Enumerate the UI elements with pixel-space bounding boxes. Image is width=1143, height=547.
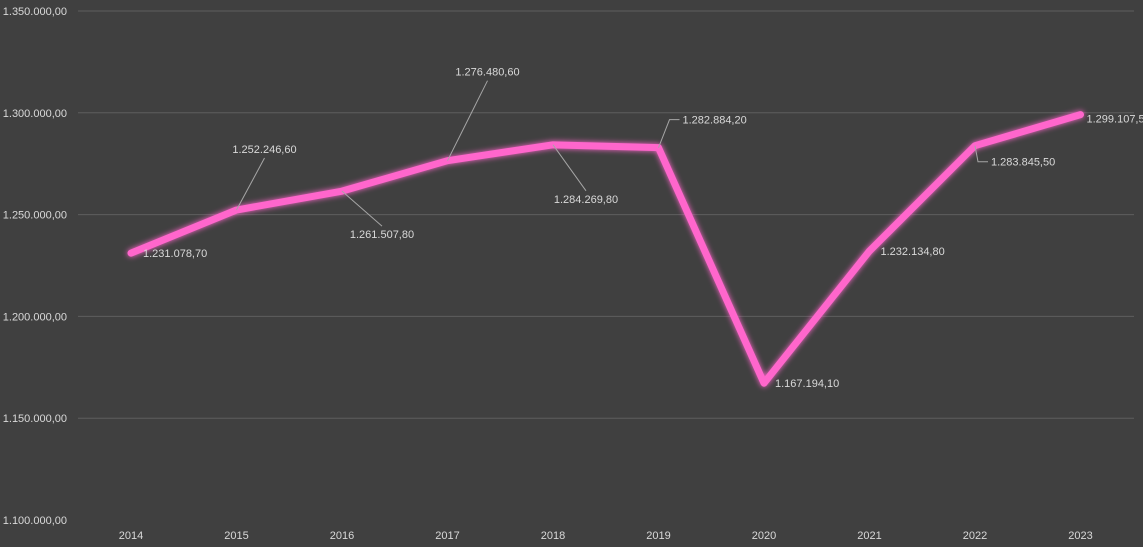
x-axis-tick-labels: 2014 2015 2016 2017 2018 2019 2020 2021 2022 2023 — [119, 530, 1093, 542]
leader-line — [236, 157, 265, 211]
leader-line — [341, 190, 383, 227]
data-label: 1.282.884,20 — [683, 115, 747, 127]
y-tick-label: 1.350.000,00 — [3, 6, 67, 18]
data-label: 1.284.269,80 — [554, 194, 618, 206]
leader-line — [658, 119, 680, 148]
x-tick-label: 2017 — [435, 530, 459, 542]
data-label: 1.276.480,60 — [455, 67, 519, 79]
y-axis-tick-labels: 1.100.000,00 1.150.000,00 1.200.000,00 1.25… — [3, 6, 67, 527]
y-tick-label: 1.250.000,00 — [3, 210, 67, 222]
x-tick-label: 2014 — [119, 530, 143, 542]
data-label: 1.231.078,70 — [143, 248, 207, 260]
y-tick-label: 1.200.000,00 — [3, 311, 67, 323]
series-line — [127, 111, 1084, 387]
data-label: 1.232.134,80 — [881, 246, 945, 258]
data-label: 1.261.507,80 — [350, 229, 414, 241]
x-tick-label: 2019 — [646, 530, 670, 542]
leader-line — [552, 144, 587, 192]
data-label: 1.299.107,50 — [1087, 114, 1143, 126]
y-tick-label: 1.100.000,00 — [3, 515, 67, 527]
y-tick-label: 1.300.000,00 — [3, 108, 67, 120]
x-tick-label: 2015 — [224, 530, 248, 542]
x-tick-label: 2016 — [330, 530, 354, 542]
leader-line — [447, 80, 488, 161]
x-tick-label: 2018 — [541, 530, 565, 542]
data-label: 1.283.845,50 — [991, 157, 1055, 169]
x-tick-label: 2020 — [752, 530, 776, 542]
x-tick-label: 2022 — [963, 530, 987, 542]
y-tick-label: 1.150.000,00 — [3, 413, 67, 425]
leader-line — [974, 145, 988, 163]
data-labels: 1.231.078,70 1.252.246,60 1.261.507,80 1.27… — [143, 67, 1143, 391]
x-tick-label: 2021 — [857, 530, 881, 542]
data-label: 1.252.246,60 — [232, 144, 296, 156]
x-tick-label: 2023 — [1068, 530, 1092, 542]
gridlines — [78, 10, 1134, 419]
data-label: 1.167.194,10 — [775, 378, 839, 390]
